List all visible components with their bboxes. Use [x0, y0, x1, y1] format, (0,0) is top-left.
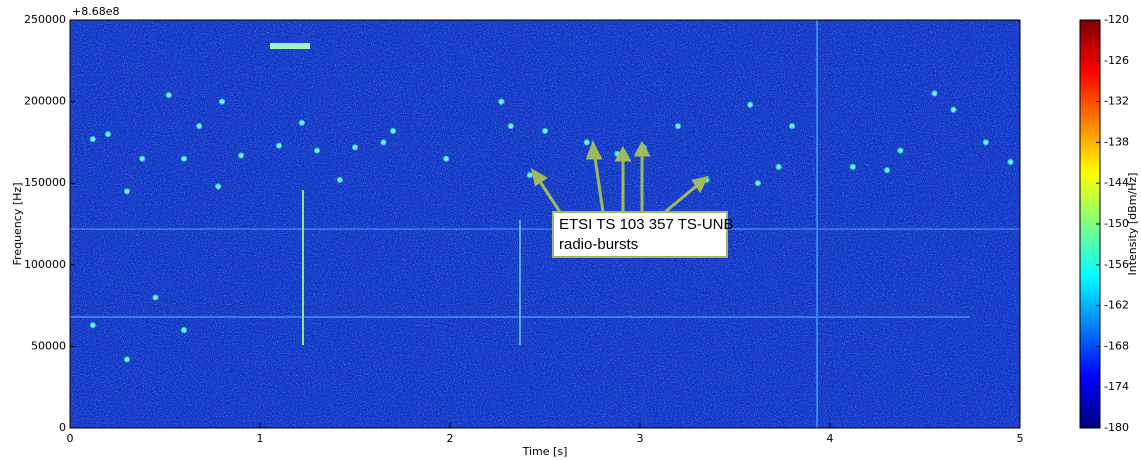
x-tick-label: 1: [257, 432, 264, 445]
burst-point: [313, 147, 321, 154]
y-tick-label: 100000: [24, 258, 66, 271]
burst-point: [196, 122, 203, 130]
burst-point: [498, 98, 505, 105]
y-tick-label: 200000: [24, 95, 66, 108]
y-tick-label: 150000: [24, 176, 66, 189]
offset-label: +8.68e8: [72, 5, 119, 18]
burst-point: [89, 136, 96, 143]
burst-point: [89, 322, 96, 329]
annotation-box: [552, 211, 728, 258]
colorbar-tick-label: -144: [1104, 176, 1129, 189]
x-tick-label: 2: [447, 432, 454, 445]
colorbar-tick-label: -180: [1104, 421, 1129, 434]
burst-point: [674, 122, 682, 130]
burst-point: [180, 155, 188, 162]
plot-frame: [69, 19, 1021, 429]
burst-point: [747, 101, 754, 108]
y-tick-label: 50000: [31, 339, 66, 352]
burst-point: [123, 356, 131, 363]
burst-point: [180, 326, 188, 334]
burst-point: [788, 122, 796, 130]
x-tick-label: 4: [827, 432, 834, 445]
burst-point: [897, 147, 904, 154]
x-tick-label: 3: [637, 432, 644, 445]
burst-point: [507, 122, 514, 130]
x-axis-label: Time [s]: [522, 445, 568, 458]
burst-point: [380, 139, 387, 146]
noise-texture: [70, 20, 1020, 428]
colorbar-tick-label: -174: [1104, 380, 1129, 393]
burst-point: [443, 155, 450, 162]
burst-point: [931, 90, 938, 97]
burst-point: [123, 188, 131, 195]
burst-point: [218, 98, 226, 105]
burst-point: [351, 144, 359, 151]
burst-block: [270, 43, 310, 49]
colorbar-tick-label: -168: [1104, 339, 1129, 352]
burst-point: [215, 183, 222, 190]
colorbar-tick-label: -132: [1104, 95, 1129, 108]
annotation-text: radio-bursts: [559, 236, 638, 253]
x-tick-label: 5: [1017, 432, 1024, 445]
y-axis-label: Frequency [Hz]: [11, 183, 24, 266]
colorbar-tick-label: -156: [1104, 258, 1129, 271]
annotation-text: ETSI TS 103 357 TS-UNB: [559, 216, 734, 233]
burst-point: [982, 139, 989, 146]
burst-point: [275, 142, 283, 149]
burst-point: [165, 91, 172, 99]
burst-point: [298, 119, 305, 126]
burst-point: [541, 127, 549, 135]
y-tick-label: 250000: [24, 13, 66, 26]
burst-point: [849, 163, 856, 170]
burst-point: [950, 106, 957, 113]
colorbar-label: Intensity [dBm/Hz]: [1126, 173, 1139, 276]
burst-point: [883, 167, 891, 174]
burst-point: [237, 152, 245, 159]
colorbar-tick-label: -138: [1104, 135, 1129, 148]
colorbar-tick-label: -162: [1104, 299, 1129, 312]
burst-point: [526, 171, 533, 179]
burst-point: [336, 176, 343, 184]
colorbar-tick-label: -150: [1104, 217, 1129, 230]
burst-point: [152, 294, 159, 301]
burst-point: [1007, 158, 1014, 166]
burst-point: [139, 155, 146, 162]
colorbar-tick-label: -120: [1104, 13, 1129, 26]
colorbar-tick-label: -126: [1104, 54, 1129, 67]
burst-point: [775, 163, 782, 170]
burst-point: [583, 139, 590, 146]
burst-point: [389, 127, 397, 135]
x-tick-label: 0: [67, 432, 74, 445]
burst-point: [754, 180, 761, 187]
annotation-arrows: [530, 140, 709, 214]
burst-point: [104, 131, 112, 138]
y-tick-label: 0: [59, 421, 66, 434]
